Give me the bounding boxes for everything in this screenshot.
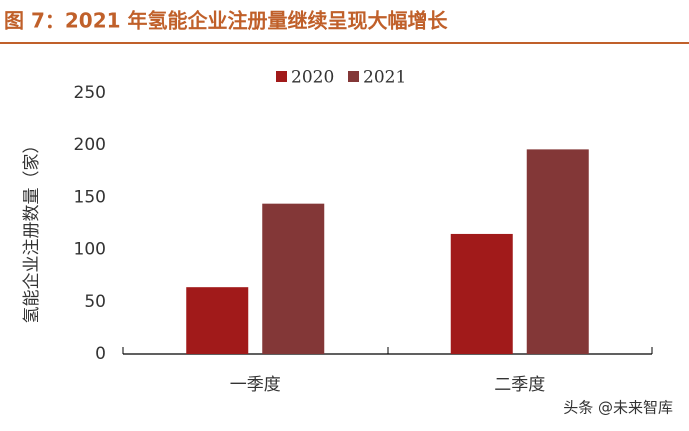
y-tick-label: 150 [74, 187, 106, 207]
bar [526, 149, 589, 354]
y-tick-label: 50 [84, 292, 106, 312]
bar [186, 287, 249, 354]
legend-swatch [276, 71, 287, 82]
y-tick-label: 200 [74, 135, 106, 155]
chart-title: 图 7：2021 年氢能企业注册量继续呈现大幅增长 [4, 9, 449, 33]
y-tick-label: 250 [74, 83, 106, 103]
bar [450, 233, 513, 354]
legend-label: 2021 [363, 68, 406, 88]
y-tick-label: 0 [95, 344, 106, 364]
y-tick-label: 100 [74, 240, 106, 260]
bar [262, 203, 325, 354]
watermark: 头条 @未来智库 [563, 399, 673, 417]
legend-swatch [348, 71, 359, 82]
x-tick-label: 二季度 [494, 375, 545, 395]
y-axis-label: 氢能企业注册数量（家） [22, 137, 42, 324]
legend-label: 2020 [291, 68, 334, 88]
x-tick-label: 一季度 [230, 375, 281, 395]
